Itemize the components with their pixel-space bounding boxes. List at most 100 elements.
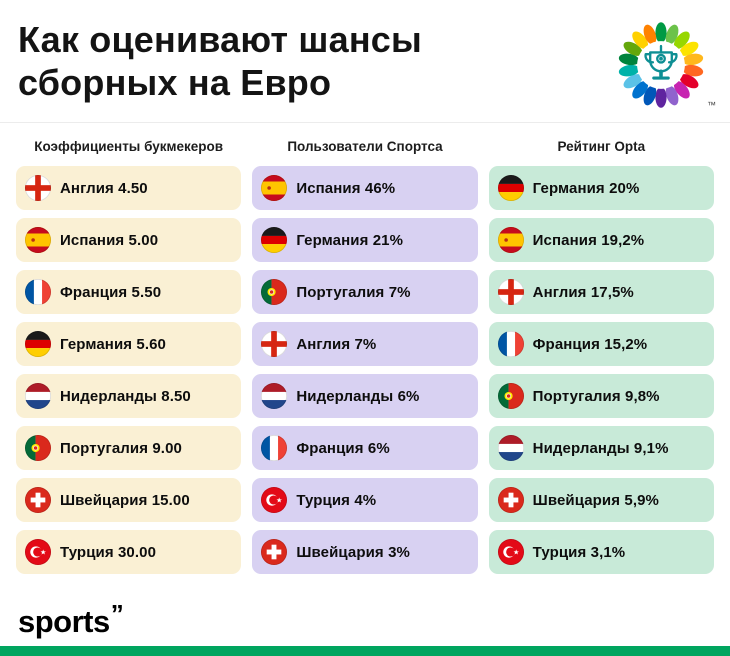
team-row: Швейцария 3% [252,530,478,574]
team-name: Нидерланды [60,387,157,405]
flag-turkey-icon [25,539,51,565]
flag-netherlands-icon [25,383,51,409]
team-label: Португалия 9.00 [60,440,182,457]
flag-portugal-icon [25,435,51,461]
team-row: Швейцария 5,9% [488,478,714,522]
team-name: Германия [532,179,605,197]
team-row: Турция 4% [252,478,478,522]
team-label: Нидерланды 6% [296,388,419,405]
team-value: 9,1% [633,439,669,457]
team-row: Турция 30.00 [16,530,242,574]
team-value: 3% [388,543,410,561]
flag-england-icon [261,331,288,357]
team-name: Англия [532,283,587,301]
team-row: Португалия 7% [252,270,478,314]
team-name: Испания [296,179,361,197]
team-row: Нидерланды 6% [252,374,478,418]
team-value: 9.00 [152,439,182,457]
team-row: Франция 5.50 [16,270,242,314]
team-label: Франция 6% [296,440,389,457]
page-title: Как оценивают шансы сборных на Евро [18,18,422,104]
sports-logo-text: sports [18,604,110,639]
team-name: Турция [296,491,351,509]
team-label: Нидерланды 9,1% [533,440,669,457]
team-name: Португалия [532,387,621,405]
team-label: Франция 15,2% [533,336,648,353]
team-value: 7% [354,335,377,353]
column-header: Коэффициенты букмекеров [34,139,224,154]
column-header: Рейтинг Opta [557,139,646,154]
team-label: Англия 7% [296,336,376,353]
flag-turkey-icon [261,487,288,513]
column-3: Рейтинг Opta Германия 20% Испания 19,2% Анг… [488,135,714,582]
flag-switzerland-icon [261,539,288,565]
flag-spain-icon [497,227,524,253]
team-label: Нидерланды 8.50 [60,388,191,405]
title-line-1: Как оценивают шансы [18,19,422,60]
team-row: Франция 6% [252,426,478,470]
team-row: Швейцария 15.00 [16,478,242,522]
team-name: Португалия [296,283,385,301]
flag-netherlands-icon [261,383,288,409]
euro-trophy-logo-icon [618,22,704,108]
team-name: Швейцария [60,491,148,509]
team-value: 17,5% [590,283,634,301]
team-value: 15.00 [151,491,190,509]
team-value: 6% [397,387,420,405]
team-name: Германия [296,231,369,249]
bottom-accent-bar [0,646,730,656]
flag-england-icon [25,175,51,201]
team-row: Англия 4.50 [16,166,242,210]
team-label: Португалия 7% [296,284,410,301]
team-label: Испания 5.00 [60,232,158,249]
team-value: 19,2% [601,231,645,249]
flag-switzerland-icon [25,487,51,513]
team-row: Нидерланды 8.50 [16,374,242,418]
team-value: 3,1% [590,543,626,561]
team-value: 5.50 [131,283,162,301]
flag-germany-icon [497,175,524,201]
team-value: 20% [609,179,640,197]
team-label: Испания 19,2% [533,232,645,249]
team-label: Швейцария 3% [296,544,410,561]
team-name: Турция [532,543,587,561]
team-value: 6% [367,439,390,457]
team-value: 5.00 [128,231,159,249]
team-name: Швейцария [532,491,621,509]
team-value: 4.50 [118,179,148,197]
flag-portugal-icon [261,279,288,305]
team-row: Англия 17,5% [488,270,714,314]
flag-portugal-icon [497,383,524,409]
team-label: Англия 4.50 [60,180,148,197]
team-name: Турция [60,543,114,561]
team-label: Турция 4% [296,492,376,509]
team-row: Португалия 9.00 [16,426,242,470]
team-row: Испания 5.00 [16,218,242,262]
team-name: Нидерланды [532,439,630,457]
trademark-symbol: ™ [707,100,716,110]
column-header: Пользователи Спортса [287,139,443,154]
footer: sports” [18,599,124,640]
team-name: Англия [60,179,114,197]
team-row: Германия 5.60 [16,322,242,366]
team-label: Германия 20% [533,180,640,197]
team-value: 7% [388,283,411,301]
header: Как оценивают шансы сборных на Евро ™ [0,0,730,123]
team-row: Германия 20% [488,166,714,210]
flag-germany-icon [25,331,51,357]
team-row: Португалия 9,8% [488,374,714,418]
team-value: 5.60 [136,335,167,353]
flag-turkey-icon [497,539,524,565]
team-value: 4% [354,491,377,509]
team-row: Англия 7% [252,322,478,366]
team-row: Испания 19,2% [488,218,714,262]
team-label: Испания 46% [296,180,395,197]
team-row: Испания 46% [252,166,478,210]
comparison-table: Коэффициенты букмекеров Англия 4.50 Испани… [0,123,730,582]
team-value: 46% [364,179,396,197]
team-label: Швейцария 15.00 [60,492,190,509]
sports-logo: sports” [18,599,124,639]
flag-england-icon [497,279,524,305]
team-label: Германия 5.60 [60,336,166,353]
team-row: Турция 3,1% [488,530,714,574]
